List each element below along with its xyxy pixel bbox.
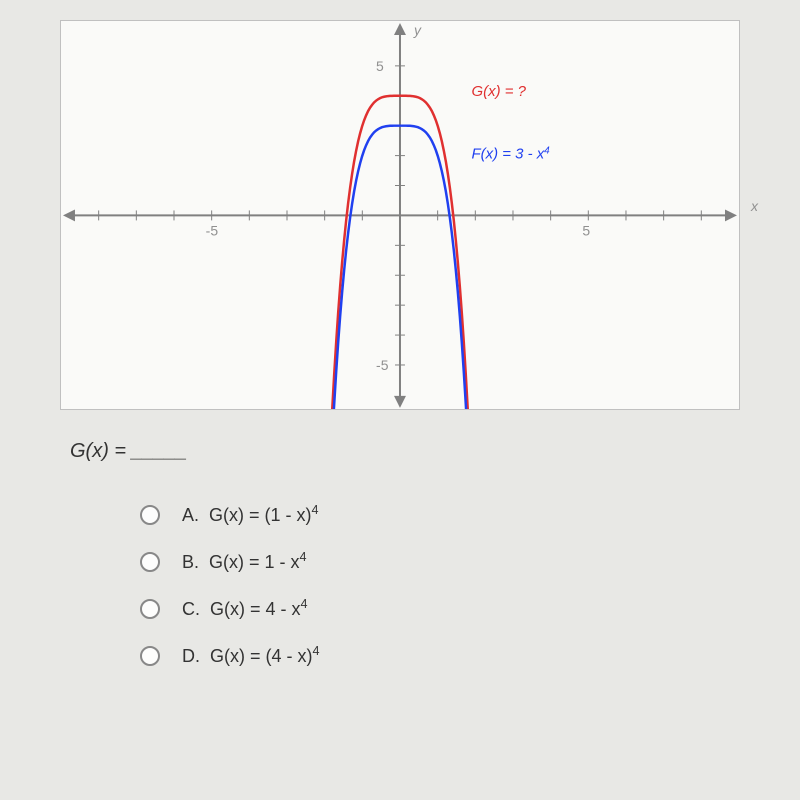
option-label: D. G(x) = (4 - x)4 xyxy=(182,644,320,667)
option-label: C. G(x) = 4 - x4 xyxy=(182,597,308,620)
x-axis-label: x xyxy=(751,198,758,214)
svg-text:-5: -5 xyxy=(376,357,389,373)
option-a[interactable]: A. G(x) = (1 - x)4 xyxy=(140,503,760,526)
radio-icon[interactable] xyxy=(140,552,160,572)
radio-icon[interactable] xyxy=(140,599,160,619)
option-label: B. G(x) = 1 - x4 xyxy=(182,550,307,573)
answer-options: A. G(x) = (1 - x)4 B. G(x) = 1 - x4 C. G(x… xyxy=(140,503,760,667)
svg-text:5: 5 xyxy=(582,222,590,238)
svg-text:G(x) = ?: G(x) = ? xyxy=(472,83,527,100)
radio-icon[interactable] xyxy=(140,646,160,666)
svg-text:5: 5 xyxy=(376,58,384,74)
svg-text:-5: -5 xyxy=(206,222,219,238)
radio-icon[interactable] xyxy=(140,505,160,525)
graph-plot-area: -5 5 5 -5 y G(x) = ? F(x) = 3 - x4 xyxy=(60,20,740,410)
option-b[interactable]: B. G(x) = 1 - x4 xyxy=(140,550,760,573)
svg-text:y: y xyxy=(413,22,422,38)
option-c[interactable]: C. G(x) = 4 - x4 xyxy=(140,597,760,620)
question-prompt: G(x) = _____ xyxy=(70,440,760,463)
svg-text:F(x) = 3 - x4: F(x) = 3 - x4 xyxy=(472,145,551,163)
graph-svg: -5 5 5 -5 y G(x) = ? F(x) = 3 - x4 xyxy=(61,21,739,410)
graph-container: -555-5yG(x) = ?F(x) = 3 - x4 x xyxy=(60,20,740,410)
option-label: A. G(x) = (1 - x)4 xyxy=(182,503,319,526)
option-d[interactable]: D. G(x) = (4 - x)4 xyxy=(140,644,760,667)
